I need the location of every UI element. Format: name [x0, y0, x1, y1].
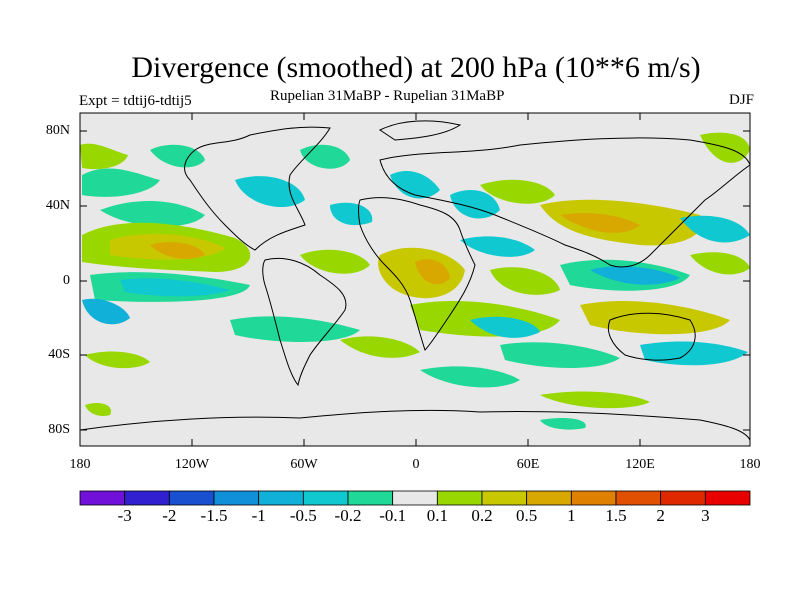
colorbar-swatch	[481, 490, 528, 506]
lon-label-0: 0	[412, 457, 420, 472]
contour-area	[120, 278, 230, 297]
contour-area	[500, 342, 620, 368]
contour-area	[490, 267, 560, 295]
contour-area	[235, 176, 305, 208]
lon-label-60e: 60E	[516, 457, 540, 472]
contour-area	[330, 202, 373, 226]
lon-label-120w: 120W	[174, 457, 210, 472]
contour-area	[82, 298, 130, 325]
axis-ticks	[80, 113, 750, 446]
contour-area	[540, 417, 586, 430]
eurasia-outline	[379, 137, 750, 268]
contour-area	[300, 144, 350, 169]
contour-area	[230, 316, 360, 342]
contour-area	[300, 249, 370, 274]
contour-area	[340, 336, 420, 358]
contour-area	[540, 391, 650, 409]
lat-label-40n: 40N	[45, 198, 70, 213]
colorbar-swatch	[436, 490, 483, 506]
contour-area	[680, 215, 750, 243]
contour-area	[150, 144, 205, 168]
contour-area	[590, 266, 680, 285]
contour-area	[450, 190, 500, 219]
colorbar-swatch	[302, 490, 349, 506]
contour-area	[82, 168, 160, 197]
colorbar-label: 0.5	[516, 506, 538, 525]
map-title: Divergence (smoothed) at 200 hPa (10**6 …	[131, 51, 701, 84]
colorbar-swatch	[526, 490, 572, 506]
divergence-field	[80, 132, 750, 430]
lon-label-180w: 180	[69, 457, 91, 472]
colorbar-label: 1.5	[605, 506, 627, 525]
lat-label-80s: 80S	[48, 422, 70, 437]
colorbar-swatch	[615, 490, 662, 506]
contour-area	[470, 316, 540, 338]
colorbar-swatch	[79, 490, 126, 506]
australia-outline	[607, 312, 696, 361]
colorbar-label: -3	[117, 506, 132, 525]
contour-area	[415, 259, 450, 285]
contour-area	[480, 179, 555, 204]
coastlines	[80, 120, 750, 446]
colorbar-label: -1	[251, 506, 266, 525]
contour-area	[560, 213, 640, 233]
contour-area	[100, 200, 205, 227]
contour-area	[85, 351, 150, 369]
africa-outline	[358, 197, 476, 351]
contour-area	[85, 403, 111, 416]
map-frame	[79, 112, 751, 447]
contour-area	[580, 300, 730, 335]
colorbar	[79, 490, 751, 506]
south-america-outline	[262, 257, 347, 387]
colorbar-label: 2	[656, 506, 665, 525]
colorbar-swatch	[258, 490, 304, 506]
colorbar-swatch	[347, 490, 394, 506]
colorbar-swatch	[570, 490, 617, 506]
contour-area	[80, 143, 128, 170]
colorbar-label: -0.2	[334, 506, 362, 525]
contour-area	[640, 341, 748, 366]
lat-label-80n: 80N	[45, 123, 70, 138]
antarctica-outline	[80, 409, 750, 446]
season-label: DJF	[728, 92, 754, 108]
contour-area	[150, 242, 205, 259]
colorbar-label: -2	[162, 506, 177, 525]
lat-label-eq: 0	[63, 273, 70, 288]
arctic-outline	[379, 120, 462, 141]
north-america-outline	[184, 126, 331, 251]
colorbar-swatch	[704, 490, 751, 506]
contour-area	[420, 366, 520, 388]
lon-label-180e: 180	[739, 457, 761, 472]
colorbar-swatch	[213, 490, 260, 506]
colorbar-label: 0.1	[426, 506, 448, 525]
colorbar-swatch	[168, 490, 215, 506]
colorbar-label: -1.5	[200, 506, 228, 525]
colorbar-swatch	[124, 490, 170, 506]
contour-area	[390, 170, 440, 199]
colorbar-swatch	[392, 490, 438, 506]
contour-area	[690, 252, 750, 275]
experiment-subtitle: Rupelian 31MaBP - Rupelian 31MaBP	[270, 88, 505, 104]
colorbar-label: 3	[701, 506, 710, 525]
colorbar-label: -0.5	[289, 506, 317, 525]
colorbar-label: 0.2	[471, 506, 493, 525]
experiment-label: Expt = tdtij6-tdtij5	[79, 93, 192, 109]
colorbar-label: -0.1	[379, 506, 407, 525]
colorbar-label: 1	[567, 506, 576, 525]
lat-label-40s: 40S	[48, 347, 70, 362]
contour-area	[460, 236, 535, 257]
lon-label-60w: 60W	[290, 457, 318, 472]
lon-label-120e: 120E	[625, 457, 655, 472]
colorbar-swatch	[660, 490, 706, 506]
